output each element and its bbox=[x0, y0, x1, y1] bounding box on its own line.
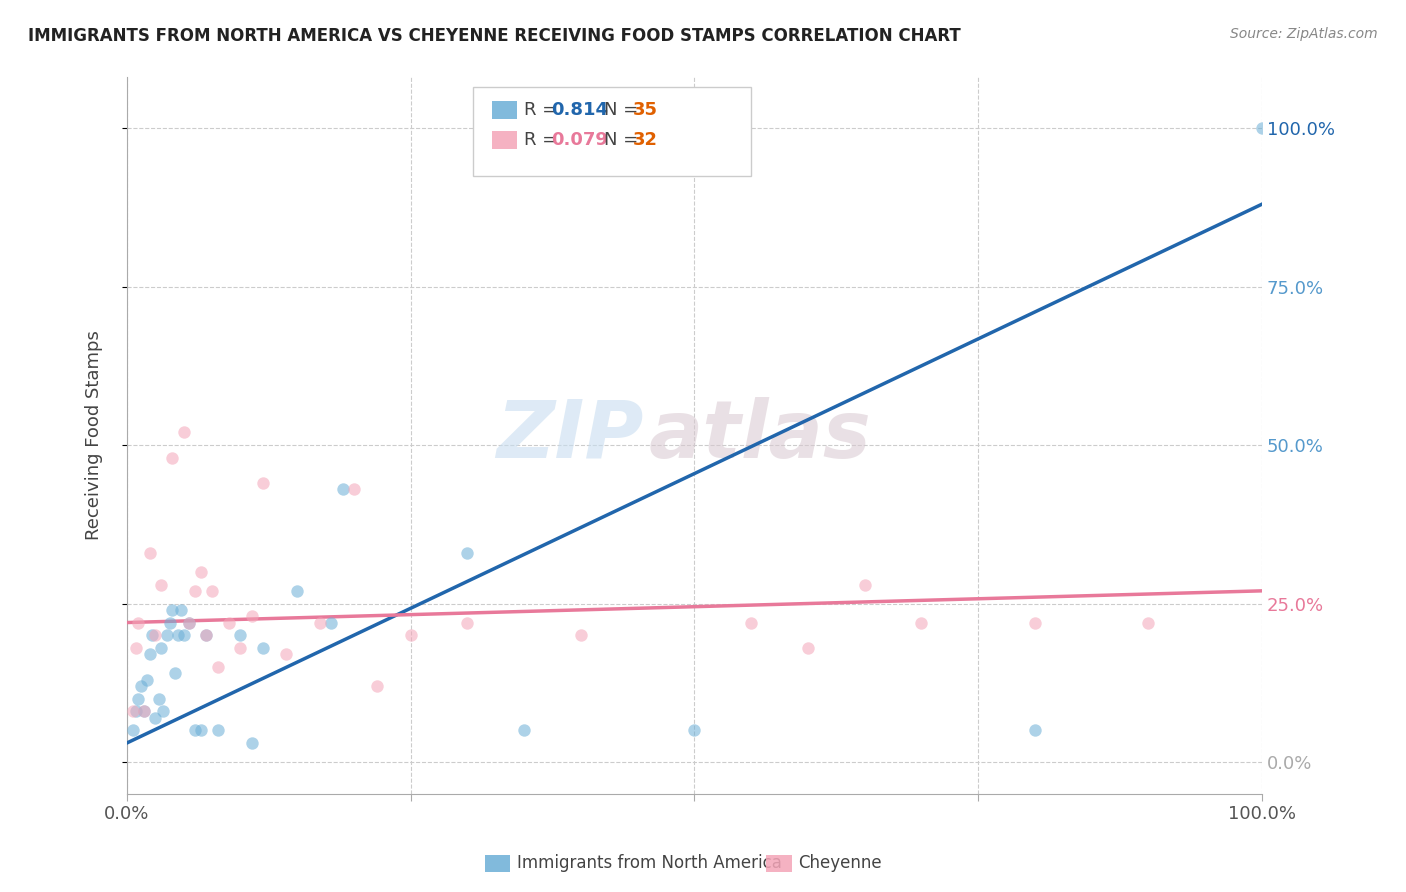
Point bbox=[910, 615, 932, 630]
Text: ZIP: ZIP bbox=[496, 397, 644, 475]
Point bbox=[195, 628, 218, 642]
Point bbox=[1024, 723, 1046, 738]
Point bbox=[240, 736, 263, 750]
Point bbox=[252, 476, 274, 491]
Point bbox=[797, 640, 820, 655]
Point bbox=[121, 704, 143, 718]
Point bbox=[162, 450, 184, 465]
FancyBboxPatch shape bbox=[492, 101, 517, 119]
Point bbox=[456, 546, 478, 560]
Point bbox=[683, 723, 706, 738]
Text: 32: 32 bbox=[633, 131, 658, 149]
Point bbox=[184, 723, 207, 738]
Point bbox=[121, 723, 143, 738]
Point bbox=[201, 583, 224, 598]
Text: N =: N = bbox=[603, 131, 644, 149]
Point bbox=[179, 615, 201, 630]
Text: R =: R = bbox=[524, 101, 564, 119]
Point bbox=[218, 615, 240, 630]
FancyBboxPatch shape bbox=[472, 87, 751, 177]
Point bbox=[162, 603, 184, 617]
Text: 0.814: 0.814 bbox=[551, 101, 609, 119]
Point bbox=[159, 615, 181, 630]
Point bbox=[399, 628, 422, 642]
Y-axis label: Receiving Food Stamps: Receiving Food Stamps bbox=[86, 331, 103, 541]
Point bbox=[127, 691, 149, 706]
Point bbox=[127, 615, 149, 630]
Point bbox=[366, 679, 388, 693]
Point bbox=[138, 546, 160, 560]
Point bbox=[173, 425, 195, 440]
Point bbox=[740, 615, 762, 630]
Point bbox=[308, 615, 330, 630]
Point bbox=[1024, 615, 1046, 630]
Point bbox=[132, 704, 155, 718]
Point bbox=[149, 577, 172, 591]
Point bbox=[195, 628, 218, 642]
Point bbox=[125, 704, 148, 718]
Point bbox=[240, 609, 263, 624]
Text: N =: N = bbox=[603, 101, 644, 119]
Point bbox=[285, 583, 308, 598]
Point bbox=[129, 679, 152, 693]
Point bbox=[456, 615, 478, 630]
Text: R =: R = bbox=[524, 131, 564, 149]
Point bbox=[184, 583, 207, 598]
Point bbox=[207, 723, 229, 738]
Point bbox=[143, 628, 166, 642]
Point bbox=[148, 691, 170, 706]
Point bbox=[141, 628, 163, 642]
Point bbox=[1137, 615, 1160, 630]
Point bbox=[853, 577, 876, 591]
Text: atlas: atlas bbox=[650, 397, 872, 475]
Point bbox=[332, 483, 354, 497]
Text: Immigrants from North America: Immigrants from North America bbox=[517, 855, 782, 872]
Text: 0.079: 0.079 bbox=[551, 131, 609, 149]
Point bbox=[229, 628, 252, 642]
Point bbox=[138, 647, 160, 661]
Point bbox=[136, 673, 159, 687]
Point bbox=[167, 628, 190, 642]
Point bbox=[132, 704, 155, 718]
Point bbox=[163, 666, 186, 681]
Point bbox=[513, 723, 536, 738]
Bar bbox=[766, 855, 792, 872]
Point bbox=[190, 565, 212, 579]
Text: 35: 35 bbox=[633, 101, 658, 119]
Point bbox=[143, 711, 166, 725]
Point bbox=[343, 483, 366, 497]
Text: IMMIGRANTS FROM NORTH AMERICA VS CHEYENNE RECEIVING FOOD STAMPS CORRELATION CHAR: IMMIGRANTS FROM NORTH AMERICA VS CHEYENN… bbox=[28, 27, 960, 45]
Bar bbox=[485, 855, 510, 872]
Point bbox=[170, 603, 193, 617]
Point bbox=[569, 628, 592, 642]
Point bbox=[207, 660, 229, 674]
Text: Cheyenne: Cheyenne bbox=[799, 855, 882, 872]
Point bbox=[152, 704, 174, 718]
Point bbox=[149, 640, 172, 655]
Point bbox=[252, 640, 274, 655]
FancyBboxPatch shape bbox=[492, 131, 517, 149]
Point bbox=[156, 628, 179, 642]
Point bbox=[229, 640, 252, 655]
Point bbox=[179, 615, 201, 630]
Point bbox=[173, 628, 195, 642]
Point bbox=[190, 723, 212, 738]
Point bbox=[125, 640, 148, 655]
Point bbox=[274, 647, 297, 661]
Point bbox=[1251, 121, 1274, 136]
Text: Source: ZipAtlas.com: Source: ZipAtlas.com bbox=[1230, 27, 1378, 41]
Point bbox=[321, 615, 343, 630]
